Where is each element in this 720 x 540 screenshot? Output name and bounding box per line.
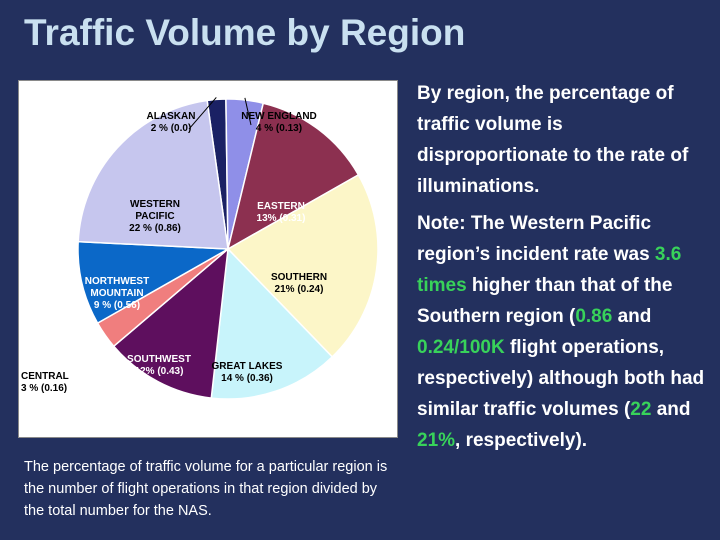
highlight-times: 3.6 times [417, 244, 682, 296]
slice-value-label-western-pacific: 22 % (0.86) [129, 223, 181, 234]
slice-name-label-alaskan: ALASKAN [147, 111, 196, 122]
highlight-rate-southern: 0.24/100K [417, 337, 505, 358]
slice-name-label-new-england: NEW ENGLAND [241, 111, 317, 122]
leader-line-new-england [244, 97, 252, 126]
slice-name-label-northwest-mountain: MOUNTAIN [90, 288, 143, 299]
pie-slice-eastern [226, 102, 360, 251]
slice-value-label-central: 3 % (0.16) [21, 383, 67, 394]
leader-line-alaskan [188, 97, 217, 130]
slice-value-label-southwest: 12% (0.43) [135, 366, 184, 377]
note-paragraph: Note: The Western Pacific region’s incid… [417, 208, 707, 456]
note-text: higher than that of the Southern region … [417, 275, 673, 327]
pie-chart: ALASKAN 2 % (0.0) NEW ENGLAND 4 % (0.13) EAS… [18, 80, 398, 438]
slice-name-label-western-pacific: PACIFIC [135, 211, 174, 222]
highlight-volume-southern: 21% [417, 430, 456, 451]
note-text: , respectively). [455, 430, 588, 451]
slice-name-label-great-lakes: GREAT LAKES [212, 361, 283, 372]
note-text: Note: The Western Pacific region’s incid… [417, 213, 655, 265]
slice-value-label-southern: 21% (0.24) [275, 284, 324, 295]
slice-value-label-northwest-mountain: 9 % (0.56) [94, 300, 140, 311]
slice-value-label-new-england: 4 % (0.13) [256, 123, 302, 134]
slice-name-label-northwest-mountain: NORTHWEST [85, 276, 149, 287]
summary-paragraph: By region, the percentage of traffic vol… [417, 83, 689, 197]
slice-name-label-eastern: EASTERN [257, 201, 305, 212]
page-title: Traffic Volume by Region [24, 12, 466, 53]
slice-value-label-great-lakes: 14 % (0.36) [221, 373, 273, 384]
pie-slice-southwest [112, 247, 229, 399]
highlight-rate-western-pacific: 0.86 [575, 306, 613, 327]
highlight-volume-western-pacific: 22 [630, 399, 652, 420]
pie-slice-great-lakes [210, 247, 334, 400]
pie-slice-southern [226, 173, 379, 358]
slice-name-label-southwest: SOUTHWEST [127, 354, 191, 365]
slice-value-label-alaskan: 2 % (0.0) [151, 123, 192, 134]
slice-name-label-western-pacific: WESTERN [130, 199, 180, 210]
pie-slice-western-pacific [77, 99, 229, 250]
note-text: and [651, 399, 691, 420]
slice-name-label-southern: SOUTHERN [271, 272, 327, 283]
slice-name-label-central: CENTRAL [21, 371, 69, 382]
chart-caption: The percentage of traffic volume for a p… [24, 459, 388, 519]
slice-value-label-eastern: 13% (0.31) [257, 213, 306, 224]
pie-slice-northwest-mountain [77, 240, 231, 325]
note-text: flight operations, respectively) althoug… [417, 337, 705, 420]
note-text: and [612, 306, 652, 327]
